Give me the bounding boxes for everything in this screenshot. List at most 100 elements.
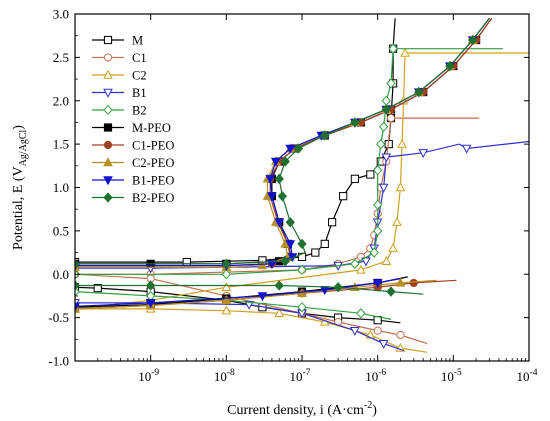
series-point-b2-peo [386, 286, 396, 297]
series-point-b2-peo [274, 173, 284, 184]
legend-swatch-marker [103, 104, 113, 116]
legend-label: C1-PEO [132, 139, 174, 153]
legend-swatch-marker [103, 35, 113, 45]
series-point-c2 [395, 182, 406, 192]
series-point-b2 [356, 308, 366, 319]
series-point-b2 [221, 269, 232, 280]
legend-swatch-marker [103, 140, 113, 150]
series-point-b2 [386, 78, 396, 89]
series-point-m [350, 174, 359, 183]
series-point-b2 [376, 138, 386, 150]
series-point-b1 [461, 144, 472, 154]
series-point-b2 [388, 43, 398, 54]
series-point-b2 [369, 247, 379, 258]
series-point-b1-peo [265, 175, 276, 185]
legend-swatch-marker [103, 53, 113, 62]
legend-label: C2-PEO [132, 156, 174, 170]
series-point-b1-peo [257, 292, 268, 302]
series-point-c1 [386, 114, 396, 123]
y-tick-label: 3.0 [53, 7, 69, 22]
legend-swatch-marker [103, 69, 113, 79]
series-point-b1 [378, 183, 389, 193]
y-tick-label: 0.5 [53, 223, 69, 238]
legend: M C1 C2 B1 B2 M-PEO C1-PEO C2-PEO B1-PEO B2-PEO [92, 34, 174, 205]
series-point-b2-peo [280, 256, 290, 267]
legend-label: C2 [132, 69, 147, 83]
series-point-c2 [381, 255, 392, 265]
series-point-c2-peo [257, 260, 268, 270]
series-point-m [328, 218, 337, 227]
series-point-c2 [397, 138, 407, 148]
series-point-m [366, 170, 375, 179]
legend-item-b1-peo: B1-PEO [92, 174, 174, 188]
series-point-b1 [350, 326, 360, 336]
series-point-b2-peo [320, 130, 330, 141]
series-line-b2 [75, 291, 392, 320]
series-point-m [182, 258, 191, 267]
series-point-b2 [297, 302, 307, 313]
series-point-b2-peo [333, 282, 343, 293]
series-point-c2 [388, 242, 398, 252]
legend-item-m-peo: M-PEO [92, 121, 171, 135]
x-axis-title: Current density, i (A·cm-2) [227, 400, 377, 418]
series-point-c2 [274, 308, 285, 317]
series-point-b2-peo [274, 280, 284, 291]
series-point-b2 [372, 225, 383, 237]
series-point-m [311, 248, 320, 257]
series-point-b2-peo [280, 156, 290, 167]
series-line-c2 [75, 52, 529, 310]
y-axis-title: Potential, E (VAg/AgCl) [11, 125, 29, 250]
series-point-c1-peo [409, 278, 418, 288]
series-point-m [93, 284, 102, 293]
legend-swatch-marker [103, 176, 113, 186]
legend-item-c2-peo: C2-PEO [92, 156, 174, 170]
y-tick-label: -0.5 [48, 310, 69, 325]
series-point-b1 [244, 300, 254, 310]
series-point-b1 [378, 339, 389, 349]
legend-swatch-marker [103, 192, 113, 203]
series-point-c1 [373, 326, 382, 335]
series-point-c1 [396, 330, 405, 340]
series-point-c2 [392, 216, 402, 226]
series-point-b2-peo [467, 34, 478, 46]
legend-swatch-marker [103, 88, 113, 98]
x-ticks: 10-9 10-8 10-7 10-6 10-5 10-4 [97, 14, 538, 384]
series-point-b1-peo [285, 144, 296, 154]
legend-label: B1-PEO [132, 174, 174, 188]
legend-label: B2-PEO [132, 191, 174, 205]
y-tick-label: 2.5 [53, 50, 69, 65]
series-b2-peo-18 [75, 17, 490, 269]
y-ticks: -1.0 -0.5 0.0 0.5 1.0 1.5 2.0 2.5 3.0 [48, 7, 529, 369]
series-point-m [339, 192, 348, 201]
legend-swatch-marker [103, 123, 113, 132]
series-layer [75, 17, 529, 353]
legend-label: B2 [132, 104, 147, 118]
series-point-c2 [221, 305, 232, 315]
x-tick-label: 10-7 [290, 368, 311, 384]
series-point-b1-peo [267, 260, 277, 270]
y-tick-label: 2.0 [53, 93, 69, 108]
legend-item-b2: B2 [92, 104, 147, 118]
series-point-c2-peo [221, 295, 232, 304]
series-point-b2-peo [293, 143, 304, 154]
legend-item-c1-peo: C1-PEO [92, 139, 174, 153]
series-point-b2-peo [350, 117, 360, 128]
y-tick-label: 1.0 [53, 180, 69, 195]
series-point-b2 [350, 258, 360, 269]
legend-item-c2: C2 [92, 69, 147, 83]
series-point-b1 [418, 149, 429, 159]
series-point-b2-peo [414, 86, 424, 98]
legend-label: M-PEO [132, 121, 171, 135]
series-point-c2 [400, 47, 410, 57]
series-point-b1-peo [372, 279, 383, 289]
y-tick-label: -1.0 [48, 354, 69, 369]
y-tick-label: 0.0 [53, 267, 69, 282]
legend-label: M [132, 34, 143, 48]
legend-swatch-marker [103, 157, 113, 167]
series-b2-peo-19 [75, 280, 424, 297]
series-point-b2 [378, 121, 389, 132]
series-point-c2 [221, 282, 232, 291]
legend-item-b1: B1 [92, 86, 147, 100]
series-point-b2-peo [297, 238, 307, 250]
